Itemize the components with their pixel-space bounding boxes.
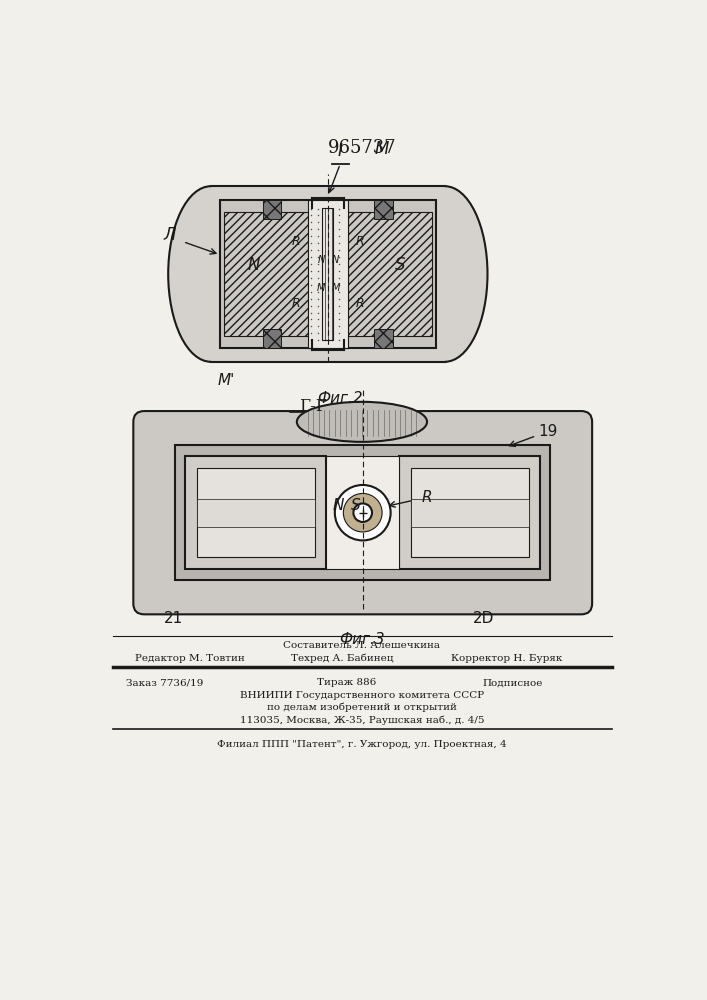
Text: Фиг.3: Фиг.3 <box>339 632 385 647</box>
Text: Корректор Н. Буряк: Корректор Н. Буряк <box>451 654 563 663</box>
Ellipse shape <box>297 402 427 442</box>
Text: ВНИИПИ Государственного комитета СССР: ВНИИПИ Государственного комитета СССР <box>240 691 484 700</box>
Text: M: M <box>317 283 325 293</box>
Bar <box>263 329 281 348</box>
Bar <box>263 200 281 219</box>
Text: M: M <box>332 283 340 293</box>
Bar <box>197 468 315 557</box>
Bar <box>411 499 529 527</box>
Text: Тираж 886: Тираж 886 <box>317 678 376 687</box>
Text: S: S <box>395 256 405 274</box>
Bar <box>308 200 348 348</box>
Text: R: R <box>356 297 364 310</box>
Text: 2D: 2D <box>473 611 494 626</box>
Bar <box>224 212 308 336</box>
Bar <box>327 456 399 569</box>
FancyBboxPatch shape <box>134 411 592 614</box>
Text: 965737: 965737 <box>327 139 396 157</box>
Bar <box>374 329 393 348</box>
Text: Г-Г: Г-Г <box>299 398 327 415</box>
Ellipse shape <box>354 503 372 522</box>
Text: Л: Л <box>163 227 176 244</box>
Text: Техред А. Бабинец: Техред А. Бабинец <box>291 654 394 663</box>
Text: Редактор М. Товтин: Редактор М. Товтин <box>135 654 245 663</box>
Text: Составитель Л. Алешечкина: Составитель Л. Алешечкина <box>284 641 440 650</box>
Text: 21: 21 <box>164 611 183 626</box>
Ellipse shape <box>168 186 253 362</box>
Bar <box>185 456 327 569</box>
Text: R: R <box>292 235 300 248</box>
Bar <box>322 208 332 340</box>
Text: Заказ 7736/19: Заказ 7736/19 <box>126 678 203 687</box>
Text: M: M <box>374 140 389 158</box>
Text: R: R <box>356 235 364 248</box>
Text: R: R <box>292 297 300 310</box>
Text: Подписное: Подписное <box>482 678 542 687</box>
Bar <box>211 186 445 362</box>
Text: I: I <box>338 142 343 160</box>
Ellipse shape <box>402 186 488 362</box>
Bar <box>175 445 550 580</box>
Bar <box>411 468 529 557</box>
Ellipse shape <box>344 493 382 532</box>
Bar <box>197 499 315 527</box>
Text: N: N <box>332 497 344 512</box>
Text: N: N <box>317 255 325 265</box>
Text: R: R <box>421 490 432 505</box>
Text: N: N <box>332 255 339 265</box>
Text: Филиал ППП "Патент", г. Ужгород, ул. Проектная, 4: Филиал ППП "Патент", г. Ужгород, ул. Про… <box>217 740 507 749</box>
Text: M': M' <box>218 373 235 388</box>
Text: 113035, Москва, Ж-35, Раушская наб., д. 4/5: 113035, Москва, Ж-35, Раушская наб., д. … <box>240 715 484 725</box>
Text: по делам изобретений и открытий: по делам изобретений и открытий <box>267 703 457 712</box>
Bar <box>374 200 393 219</box>
Bar <box>348 212 432 336</box>
Bar <box>220 200 436 348</box>
Text: S: S <box>351 497 361 512</box>
Ellipse shape <box>335 485 391 540</box>
Text: 19: 19 <box>538 424 557 439</box>
Bar <box>399 456 540 569</box>
Text: N: N <box>247 256 259 274</box>
Text: Фиг.2: Фиг.2 <box>317 391 363 406</box>
